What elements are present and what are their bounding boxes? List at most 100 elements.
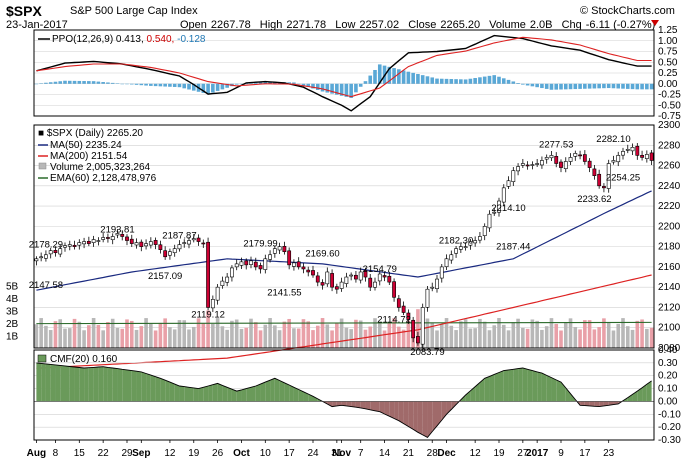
ppo-histogram-bar [411,72,415,84]
candle-body [435,278,439,290]
candle-body [644,154,649,159]
cmf-area-segment [203,386,209,402]
volume-bar [425,318,430,348]
cmf-area-segment [74,366,80,402]
x-tick-label: Nov [332,448,351,459]
candle-body [554,156,559,164]
cmf-area-segment [84,367,89,402]
cmf-area-segment [327,401,333,407]
ppo-histogram-bar [201,83,206,93]
candle-body [411,320,416,339]
ppo-histogram-bar [602,83,606,89]
volume-bar [525,328,530,348]
ppo-histogram-bar [315,83,320,90]
candle-body [230,267,234,278]
x-tick-label: 19 [493,448,505,459]
ppo-histogram-bar [125,83,129,85]
cmf-area-segment [603,401,609,406]
volume-bar [645,328,649,348]
cmf-area-segment [451,401,457,410]
ppo-histogram-bar [172,83,177,87]
volume-bar [435,330,439,348]
ppo-histogram-bar [87,81,91,84]
ppo-histogram-bar [430,77,435,84]
ppo-histogram-bar [234,83,239,85]
candle-body [606,163,611,189]
candle-body [172,248,177,254]
candle-body [191,238,196,241]
candle-body [535,163,540,165]
candle-body [120,233,125,237]
price-annotation: 2154.79 [363,264,397,275]
candle-body [568,157,573,162]
ppo-histogram-bar [239,83,244,85]
ppo-panel: -0.75-0.50-0.250.000.250.500.751.001.25 P… [33,25,681,122]
ppo-histogram-bar [435,78,439,84]
volume-bar [149,323,153,348]
candle-body [344,276,349,284]
volume-bar [616,323,621,348]
ppo-histogram-bar [115,83,120,84]
volume-bar [163,318,167,348]
candle-body [320,282,325,286]
ppo-histogram-bar [67,80,72,84]
volume-bar [120,328,125,348]
ppo-histogram-bar [406,71,411,84]
volume-bar [506,330,511,348]
x-tick-label: 17 [579,448,591,459]
ppo-histogram-bar [392,68,396,84]
cmf-area-segment [646,380,652,402]
x-tick-label: 31 [331,448,343,459]
price-ytick-label: 2180 [658,242,681,253]
volume-bar [621,318,625,348]
volume-bar [320,318,325,348]
volume-bar [39,318,43,348]
price-annotation: 2254.25 [606,173,640,184]
volume-bar [230,320,234,348]
cmf-area-segment [193,387,199,402]
cmf-area-segment [432,401,437,432]
x-tick-label: 7 [358,448,364,459]
volume-bar [511,322,516,348]
candle-body [201,242,206,245]
candle-body [420,307,425,345]
candle-body [449,254,454,261]
open-label: Open [180,19,207,31]
cmf-area-segment [503,369,509,402]
cmf-area-segment [184,386,189,402]
volume-bar [568,318,573,348]
ppo-histogram-bar [225,83,229,88]
volume-bar [239,328,244,348]
cmf-legend: CMF(20) 0.160 [50,354,118,365]
candle-body [311,270,315,276]
cmf-area-segment [36,362,42,402]
cmf-area-segment [518,368,523,402]
ppo-histogram-bar [630,83,635,90]
watermark: © StockCharts.com [580,5,675,17]
candle-body [559,161,563,168]
candle-body [635,145,640,156]
volume-bar [48,330,53,348]
cmf-ytick-label: 0.00 [658,396,678,407]
candle-body [134,242,139,246]
candle-body [611,160,616,163]
cmf-area-segment [50,364,56,402]
x-tick-label: 15 [74,448,86,459]
ppo-histogram-bar [301,83,306,86]
cmf-panel: -0.30 -0.20 -0.10 0.000.10 0.20 0.30 0.40 CMF(2… [33,345,681,446]
cmf-area-segment [642,384,647,402]
volume-bar [306,321,311,348]
volume-legend: Volume 2,005,323,264 [50,162,151,173]
candle-body [67,244,72,247]
volume-bar [516,318,520,348]
volume-legend-swatch [38,162,47,170]
cmf-area-segment [360,401,366,409]
cmf-area-segment [484,376,490,402]
cmf-area-segment [313,396,318,402]
x-tick-label: 23 [603,448,615,459]
candle-body [468,241,473,246]
x-tick-label: 22 [98,448,110,459]
volume-bar [53,321,58,348]
cmf-area-segment [351,401,356,408]
cmf-area-segment [160,378,166,402]
